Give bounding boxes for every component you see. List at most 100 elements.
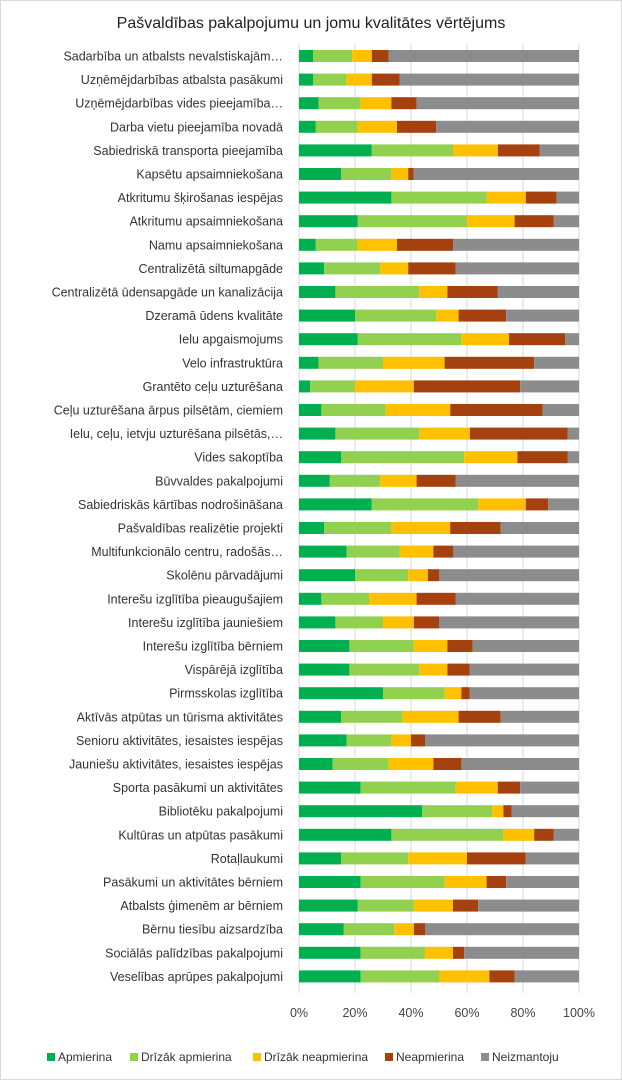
bar-segment <box>402 710 459 723</box>
category-label: Sadarbība un atbalsts nevalstiskajām… <box>63 50 283 64</box>
legend: Apmierina Drīzāk apmierina Drīzāk neapmier… <box>47 1050 559 1064</box>
legend-swatch <box>130 1053 138 1061</box>
bar-segment <box>567 427 579 440</box>
bar-segment <box>391 168 409 180</box>
bar-segment <box>425 923 579 936</box>
bar-segment <box>469 427 568 440</box>
bar-segment <box>299 852 341 865</box>
bars <box>299 50 579 983</box>
bar-segment <box>567 451 579 464</box>
bar-segment <box>399 545 434 558</box>
bar-segment <box>299 687 383 700</box>
bar-segment <box>497 781 521 794</box>
bar-segment <box>346 734 392 747</box>
bar-segment <box>332 758 389 770</box>
bar-segment <box>439 970 490 983</box>
bar-segment <box>383 616 414 629</box>
category-label: Jauniešu aktivitātes, iesaistes iespējas <box>69 758 283 772</box>
category-label: Sabiedriskā transporta pieejamība <box>93 144 283 158</box>
bar-segment <box>335 427 420 440</box>
bar-segment <box>369 592 417 605</box>
bar-segment <box>509 333 565 346</box>
bar-segment <box>542 404 579 416</box>
category-label: Interešu izglītība pieaugušajiem <box>107 592 283 606</box>
bar-segment <box>453 899 479 912</box>
bar-segment <box>341 451 465 464</box>
bar-segment <box>397 238 453 251</box>
bar-segment <box>492 805 504 818</box>
bar-segment <box>419 427 470 440</box>
gridlines <box>298 43 580 993</box>
bar-segment <box>357 215 467 228</box>
bar-segment <box>553 828 579 841</box>
bar-segment <box>299 238 316 251</box>
bar-segment <box>355 569 409 582</box>
bar-segment <box>383 687 445 700</box>
bar-segment <box>299 215 358 228</box>
category-label: Atbalsts ģimenēm ar bērniem <box>120 899 283 913</box>
bar-segment <box>299 828 392 841</box>
bar-segment <box>422 805 493 818</box>
bar-segment <box>497 286 579 298</box>
legend-item: Drīzāk neapmierina <box>253 1050 368 1064</box>
bar-segment <box>458 309 507 322</box>
legend-item: Neapmierina <box>385 1050 464 1064</box>
bar-segment <box>391 97 417 110</box>
legend-swatch <box>385 1053 393 1061</box>
bar-segment <box>453 545 579 558</box>
category-label: Būvvaldes pakalpojumi <box>155 474 283 488</box>
bar-segment <box>357 333 462 346</box>
bar-segment <box>391 191 487 204</box>
category-label: Velo infrastruktūra <box>182 356 283 370</box>
bar-segment <box>371 144 453 157</box>
bar-segment <box>408 569 428 582</box>
legend-swatch <box>47 1053 55 1061</box>
bar-segment <box>525 852 579 865</box>
bar-segment <box>371 498 479 511</box>
bar-segment <box>299 946 361 959</box>
legend-label: Drīzāk neapmierina <box>264 1050 368 1064</box>
bar-segment <box>478 899 579 912</box>
bar-segment <box>299 592 322 605</box>
x-tick-label: 80% <box>510 1006 535 1020</box>
category-label: Interešu izglītība bērniem <box>143 640 283 654</box>
bar-segment <box>299 899 358 912</box>
bar-segment <box>385 404 451 416</box>
bar-segment <box>313 73 347 86</box>
category-label: Grantēto ceļu uzturēšana <box>143 380 283 394</box>
bar-segment <box>324 522 392 534</box>
bar-segment <box>299 380 311 393</box>
legend-swatch <box>481 1053 489 1061</box>
bar-segment <box>371 73 400 86</box>
bar-segment <box>299 191 392 204</box>
bar-segment <box>299 734 347 747</box>
bar-segment <box>461 687 470 700</box>
bar-segment <box>318 97 361 110</box>
bar-segment <box>371 50 389 62</box>
category-label: Senioru aktivitātes, iesaistes iespējas <box>76 734 283 748</box>
bar-segment <box>486 191 526 204</box>
bar-segment <box>299 286 336 298</box>
bar-segment <box>315 120 358 133</box>
category-label: Dzeramā ūdens kvalitāte <box>145 309 283 323</box>
bar-segment <box>299 73 313 86</box>
bar-segment <box>321 404 386 416</box>
bar-segment <box>444 876 487 888</box>
bar-segment <box>444 356 535 369</box>
bar-segment <box>467 215 515 228</box>
category-label: Atkritumu apsaimniekošana <box>129 215 283 229</box>
bar-segment <box>299 404 322 416</box>
bar-segment <box>464 451 518 464</box>
bar-segment <box>360 781 456 794</box>
bar-segment <box>360 876 445 888</box>
bar-segment <box>469 663 579 676</box>
bar-segment <box>433 545 453 558</box>
bar-segment <box>299 758 333 770</box>
bar-segment <box>299 120 316 133</box>
bar-segment <box>299 498 372 511</box>
category-label: Pirmsskolas izglītība <box>169 687 283 701</box>
bar-segment <box>408 262 456 275</box>
legend-label: Neapmierina <box>396 1050 464 1064</box>
x-tick-label: 60% <box>454 1006 479 1020</box>
bar-segment <box>548 498 579 511</box>
